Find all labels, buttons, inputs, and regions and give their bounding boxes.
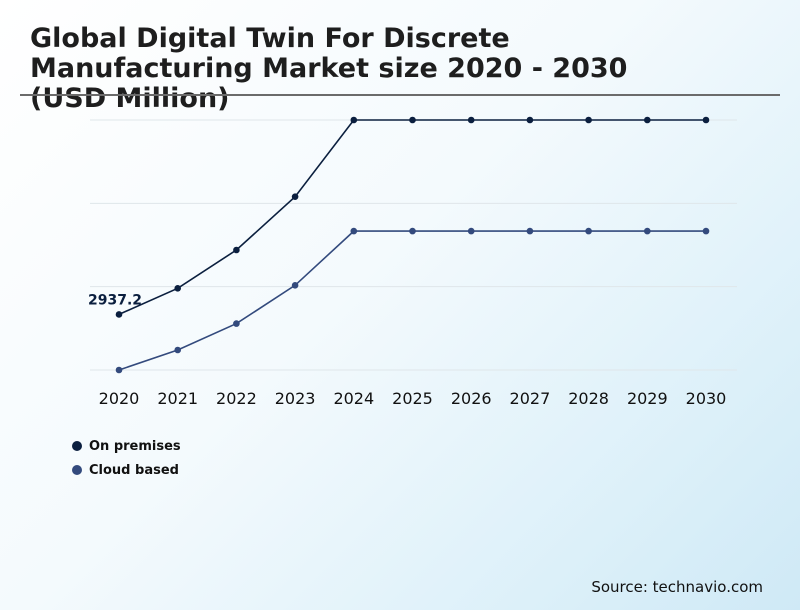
data-point-cloud-based (644, 227, 651, 235)
data-point-on-premises (115, 311, 123, 318)
x-tick-label: 2030 (686, 389, 727, 408)
data-point-cloud-based (174, 346, 181, 354)
legend-dot-cloud-based (72, 465, 82, 475)
x-tick-label: 2028 (568, 389, 609, 408)
series-line-cloud-based (118, 230, 706, 371)
data-point-cloud-based (467, 227, 475, 235)
data-point-on-premises (350, 116, 358, 124)
x-tick-label: 2020 (99, 389, 140, 408)
legend-item-on-premises[interactable]: On premises (72, 434, 181, 458)
data-point-on-premises (174, 285, 181, 292)
data-point-cloud-based (291, 281, 299, 289)
legend-item-cloud-based[interactable]: Cloud based (72, 458, 181, 482)
data-point-on-premises (291, 193, 299, 200)
legend: On premises Cloud based (72, 434, 181, 482)
data-point-cloud-based (115, 366, 123, 374)
x-tick-label: 2022 (216, 389, 257, 408)
data-point-cloud-based (350, 227, 358, 235)
data-point-cloud-based (526, 227, 534, 235)
data-point-cloud-based (233, 320, 240, 327)
x-tick-label: 2021 (157, 389, 198, 408)
x-tick-label: 2029 (627, 389, 668, 408)
legend-dot-on-premises (72, 441, 82, 451)
x-tick-label: 2025 (392, 389, 433, 408)
data-point-cloud-based (702, 227, 710, 235)
source-credit: Source: technavio.com (591, 578, 763, 596)
data-point-on-premises (702, 116, 710, 124)
data-point-on-premises (233, 246, 240, 254)
data-point-on-premises (526, 116, 534, 124)
series-line-on-premises (118, 119, 706, 316)
legend-label-on-premises: On premises (89, 438, 181, 454)
data-point-cloud-based (585, 227, 592, 235)
data-point-cloud-based (409, 227, 416, 235)
x-tick-label: 2024 (333, 389, 374, 408)
x-tick-label: 2023 (275, 389, 316, 408)
line-chart: 2020 2021 2022 2023 2024 2025 2026 2027 2028 2029… (88, 116, 737, 408)
data-point-on-premises (467, 116, 475, 124)
x-tick-label: 2026 (451, 389, 492, 408)
data-label: 2937.2 (88, 292, 142, 308)
x-tick-label: 2027 (510, 389, 551, 408)
data-point-on-premises (644, 116, 651, 124)
chart-title: Global Digital Twin For Discrete Manufac… (30, 23, 628, 114)
legend-label-cloud-based: Cloud based (89, 462, 179, 478)
data-point-on-premises (409, 116, 416, 124)
title-divider (20, 94, 780, 96)
data-point-on-premises (585, 116, 592, 124)
